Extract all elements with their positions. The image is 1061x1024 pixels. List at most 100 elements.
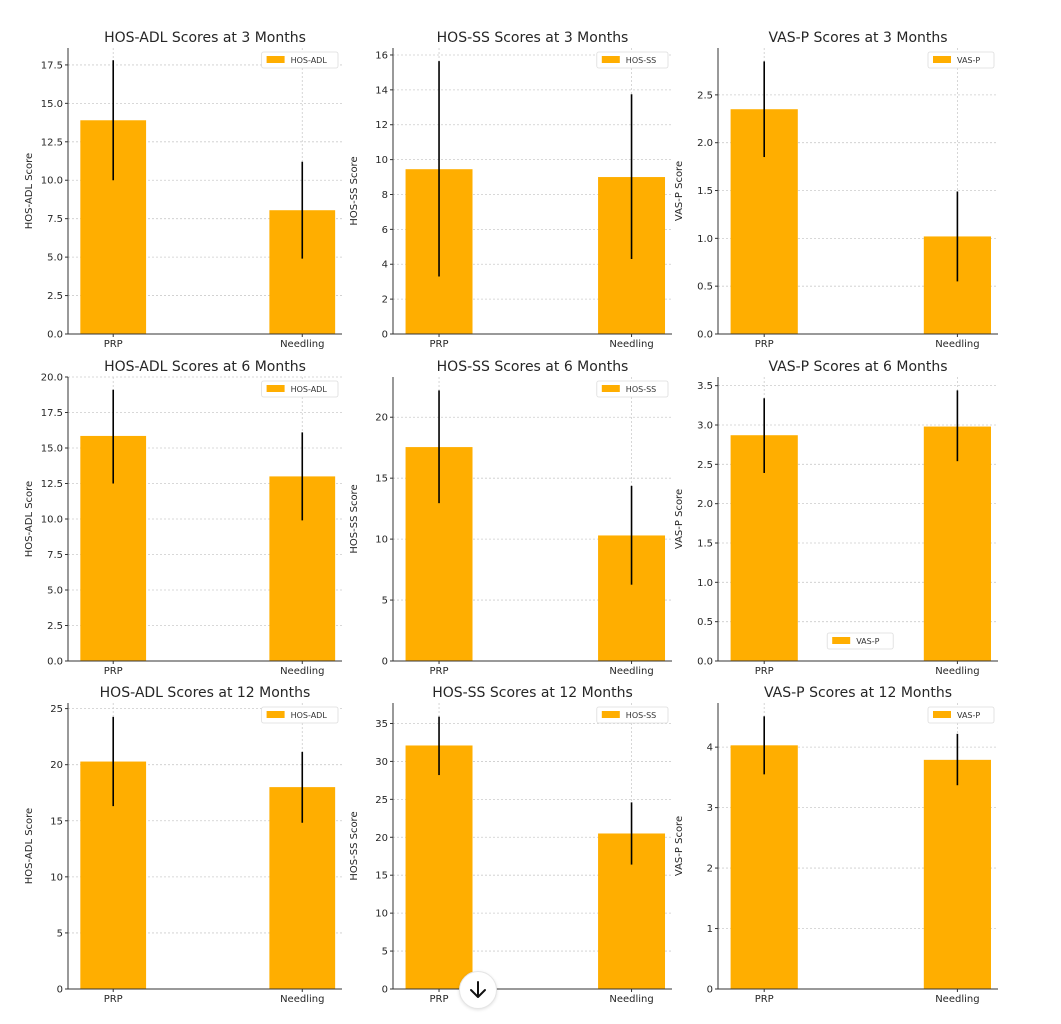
y-tick-label: 2.5 (47, 621, 63, 632)
legend-label: VAS-P (957, 56, 980, 65)
y-tick-label: 0 (57, 985, 63, 996)
y-tick-label: 20 (375, 413, 388, 424)
y-tick-label: 0.0 (47, 330, 63, 341)
chart-panel-6: 0 5 10 15 20 25 PRP Needling HOS-ADL Scores at 1… (24, 685, 342, 1005)
chart-title: VAS-P Scores at 3 Months (768, 30, 947, 46)
y-axis-label: HOS-ADL Score (24, 481, 35, 557)
bar-prp (405, 745, 473, 989)
y-axis-label: HOS-SS Score (349, 811, 360, 880)
chart-title: HOS-ADL Scores at 12 Months (100, 685, 311, 701)
x-tick-label: PRP (755, 666, 774, 677)
y-tick-label: 1.5 (697, 186, 713, 197)
y-tick-label: 0.0 (697, 330, 713, 341)
y-tick-label: 1.5 (697, 538, 713, 549)
scroll-down-button[interactable] (459, 971, 497, 1009)
y-tick-label: 4 (382, 260, 388, 271)
y-tick-label: 1.0 (697, 234, 713, 245)
y-tick-label: 25 (50, 704, 63, 715)
x-tick-label: PRP (104, 666, 123, 677)
x-tick-label: Needling (280, 994, 324, 1005)
y-tick-label: 1 (707, 924, 713, 935)
legend-label: HOS-ADL (291, 385, 328, 394)
legend-swatch (266, 385, 285, 392)
legend-swatch (266, 56, 285, 63)
y-tick-label: 20.0 (41, 373, 63, 384)
y-tick-label: 17.5 (41, 60, 63, 71)
y-tick-label: 5 (382, 596, 388, 607)
legend: HOS-ADL (261, 706, 339, 724)
x-tick-label: Needling (609, 666, 653, 677)
y-tick-label: 10 (375, 909, 388, 920)
legend-swatch (601, 385, 620, 392)
y-tick-label: 2.5 (47, 291, 63, 302)
legend-swatch (601, 711, 620, 718)
y-tick-label: 0 (382, 330, 388, 341)
legend-label: HOS-SS (626, 711, 656, 720)
y-tick-label: 0.5 (697, 617, 713, 628)
y-tick-label: 4 (707, 743, 713, 754)
chart-panel-7: 0 5 10 15 20 25 30 35 PRP Needling HOS-SS Scores a… (349, 685, 672, 1005)
legend: HOS-ADL (261, 51, 339, 69)
legend: VAS-P (927, 51, 995, 69)
legend: HOS-SS (596, 380, 669, 398)
y-axis-label: VAS-P Score (674, 161, 685, 221)
legend: VAS-P (826, 632, 894, 650)
legend-swatch (933, 56, 951, 63)
chart-title: HOS-ADL Scores at 3 Months (104, 30, 306, 46)
y-tick-label: 25 (375, 795, 388, 806)
y-tick-label: 10 (50, 872, 63, 883)
legend-swatch (832, 637, 851, 644)
y-tick-label: 14 (375, 85, 388, 96)
x-tick-label: Needling (280, 666, 324, 677)
chart-title: HOS-ADL Scores at 6 Months (104, 359, 306, 375)
y-tick-label: 6 (382, 225, 388, 236)
y-tick-label: 20 (375, 833, 388, 844)
y-tick-label: 15 (375, 474, 388, 485)
legend: HOS-ADL (261, 380, 339, 398)
y-tick-label: 10.0 (41, 176, 63, 187)
y-tick-label: 2.5 (697, 90, 713, 101)
y-axis-label: HOS-SS Score (349, 484, 360, 553)
y-tick-label: 0.0 (697, 657, 713, 668)
y-tick-label: 3.0 (697, 420, 713, 431)
y-tick-label: 15 (50, 816, 63, 827)
y-tick-label: 2.0 (697, 499, 713, 510)
y-tick-label: 3.5 (697, 381, 713, 392)
x-tick-label: Needling (609, 339, 653, 350)
chart-panel-5: 0.0 0.5 1.0 1.5 2.0 2.5 3.0 3.5 PRP Needling VAS-P… (674, 359, 998, 677)
y-tick-label: 17.5 (41, 408, 63, 419)
x-tick-label: PRP (104, 339, 123, 350)
legend-swatch (601, 56, 620, 63)
x-tick-label: Needling (280, 339, 324, 350)
y-tick-label: 30 (375, 757, 388, 768)
legend: HOS-SS (596, 51, 669, 69)
chart-panel-1: 0 2 4 6 8 10 12 14 16 PRP Needling HOS-SS Scores at… (349, 30, 672, 350)
y-tick-label: 12 (375, 120, 388, 131)
legend-label: HOS-SS (626, 56, 656, 65)
legend-label: VAS-P (957, 711, 980, 720)
x-tick-label: Needling (935, 339, 979, 350)
chart-title: VAS-P Scores at 6 Months (768, 359, 947, 375)
y-tick-label: 1.0 (697, 578, 713, 589)
y-tick-label: 8 (382, 190, 388, 201)
y-axis-label: HOS-SS Score (349, 156, 360, 225)
y-tick-label: 0 (707, 985, 713, 996)
bar-prp (730, 745, 798, 989)
chart-panel-3: 0.0 2.5 5.0 7.5 10.0 12.5 15.0 17.5 20.0 PRP Needl… (24, 359, 342, 677)
x-tick-label: PRP (104, 994, 123, 1005)
y-tick-label: 2 (707, 864, 713, 875)
y-axis-label: HOS-ADL Score (24, 153, 35, 229)
y-tick-label: 15 (375, 871, 388, 882)
y-tick-label: 3 (707, 803, 713, 814)
y-tick-label: 20 (50, 760, 63, 771)
x-tick-label: PRP (430, 339, 449, 350)
y-tick-label: 16 (375, 50, 388, 61)
y-tick-label: 7.5 (47, 550, 63, 561)
y-tick-label: 0.5 (697, 282, 713, 293)
y-tick-label: 12.5 (41, 137, 63, 148)
y-tick-label: 5 (57, 928, 63, 939)
chart-panel-8: 0 1 2 3 4 PRP Needling VAS-P Scores at 12 Month… (674, 685, 998, 1005)
x-tick-label: PRP (430, 994, 449, 1005)
chart-panel-2: 0.0 0.5 1.0 1.5 2.0 2.5 PRP Needling VAS-P Score… (674, 30, 998, 350)
